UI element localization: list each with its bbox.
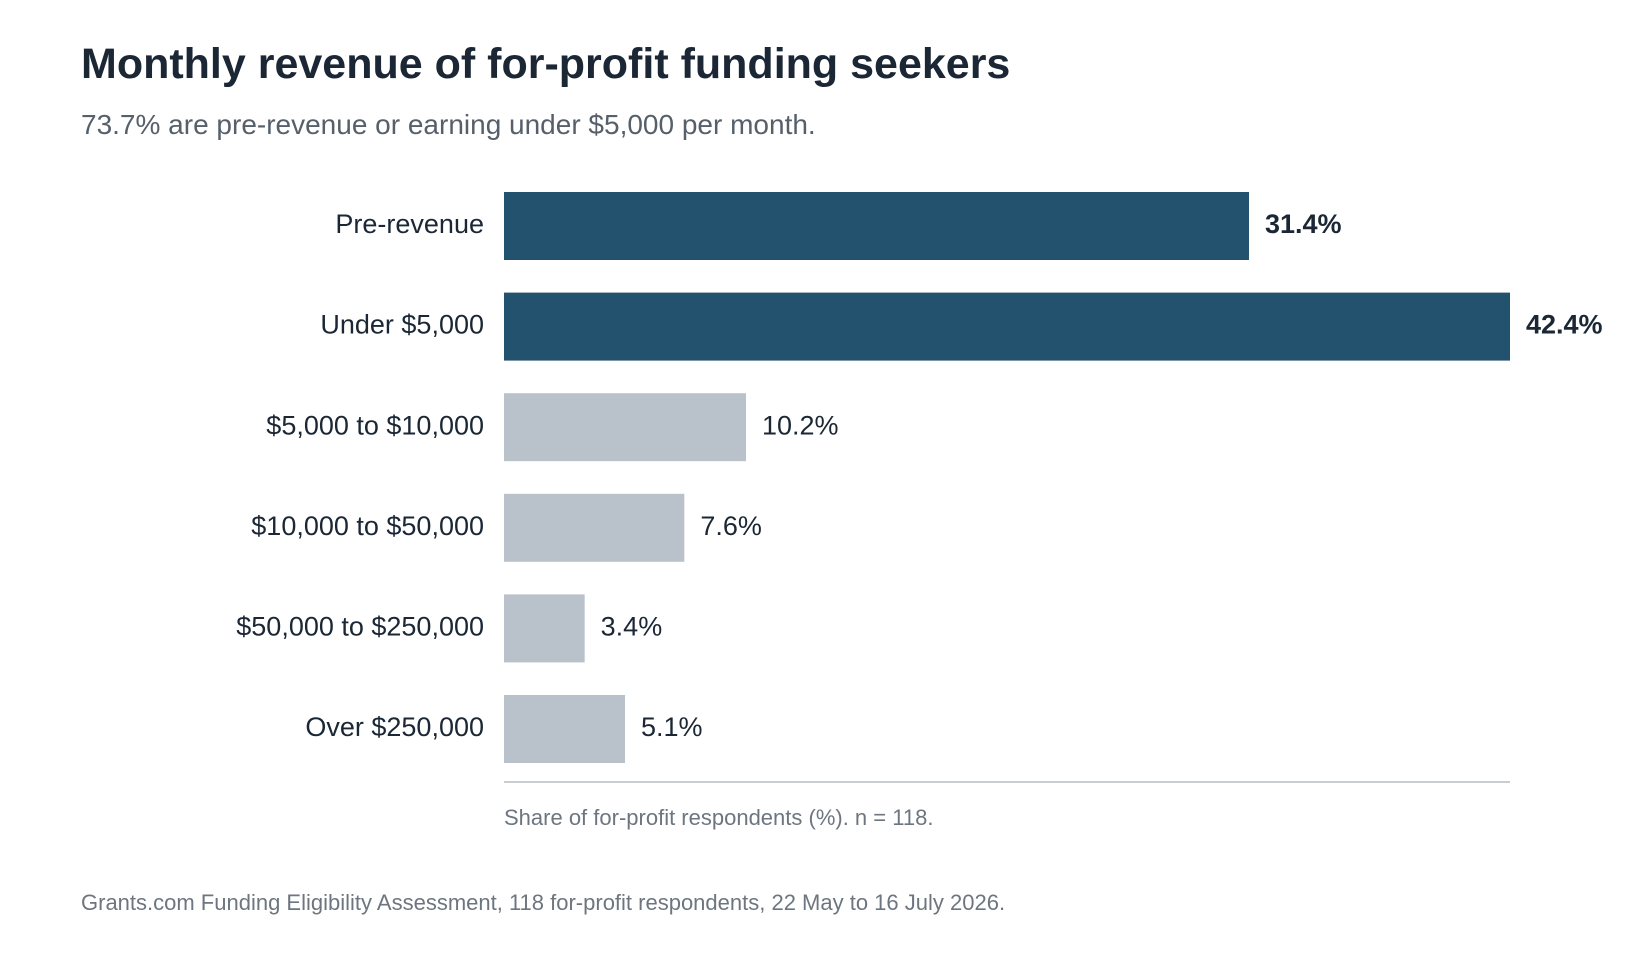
value-label-50-000-to-250-000: 3.4% [601,612,663,642]
category-label-10-000-to-50-000: $10,000 to $50,000 [251,511,484,541]
bar-pre-revenue [504,192,1250,260]
chart-subtitle: 73.7% are pre-revenue or earning under $… [81,109,816,140]
source-note: Grants.com Funding Eligibility Assessmen… [81,890,1006,915]
category-label-50-000-to-250-000: $50,000 to $250,000 [236,612,484,642]
bar-over-250-000 [504,695,626,763]
axis-note: Share of for-profit respondents (%). n =… [504,805,933,830]
category-label-pre-revenue: Pre-revenue [335,209,484,239]
bar-5-000-to-10-000 [504,393,747,462]
bar-10-000-to-50-000 [504,493,685,562]
bar-group: Pre-revenue 31.4% Under $5,000 42.4% $5,000 … [236,192,1603,763]
value-label-5-000-to-10-000: 10.2% [762,410,839,440]
category-label-over-250-000: Over $250,000 [305,712,484,742]
value-label-pre-revenue: 31.4% [1265,209,1342,239]
category-label-5-000-to-10-000: $5,000 to $10,000 [266,410,484,440]
value-label-over-250-000: 5.1% [641,712,703,742]
category-label-under-5-000: Under $5,000 [320,310,484,340]
chart-title: Monthly revenue of for-profit funding se… [81,40,1011,88]
value-label-under-5-000: 42.4% [1526,310,1603,340]
bar-50-000-to-250-000 [504,594,585,663]
bar-under-5-000 [504,292,1510,361]
value-label-10-000-to-50-000: 7.6% [700,511,762,541]
